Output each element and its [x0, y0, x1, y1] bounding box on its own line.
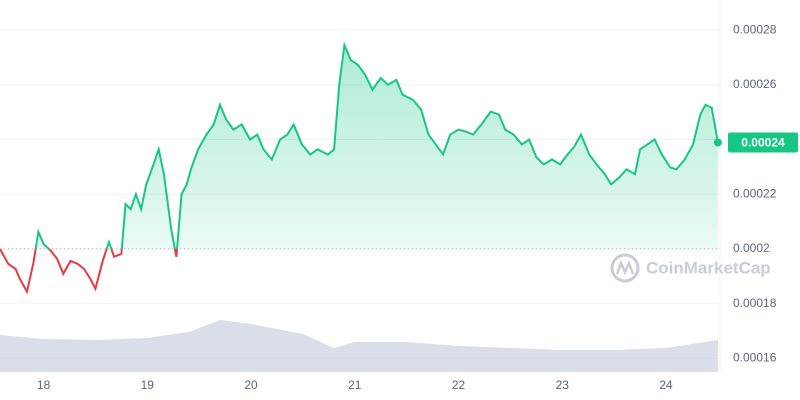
y-tick-label: 0.00022 — [733, 186, 777, 200]
price-line-up — [0, 41, 719, 249]
x-tick-label: 24 — [659, 378, 673, 392]
watermark: CoinMarketCap — [610, 253, 771, 283]
y-tick-label: 0.00028 — [733, 22, 777, 36]
last-price-label: 0.00024 — [741, 136, 785, 150]
price-area — [35, 45, 718, 249]
x-tick-label: 22 — [452, 378, 466, 392]
y-tick-label: 0.00018 — [733, 296, 777, 310]
last-point — [713, 138, 722, 147]
x-tick-label: 18 — [37, 378, 51, 392]
last-price-box — [728, 132, 798, 153]
x-tick-label: 23 — [556, 378, 570, 392]
watermark-text: CoinMarketCap — [646, 258, 771, 277]
y-tick-label: 0.00016 — [733, 350, 777, 364]
x-tick-label: 19 — [141, 378, 155, 392]
x-tick-label: 21 — [348, 378, 362, 392]
volume-area — [0, 320, 718, 372]
y-tick-label: 0.0002 — [733, 241, 770, 255]
y-tick-label: 0.00026 — [733, 77, 777, 91]
x-tick-label: 20 — [244, 378, 258, 392]
